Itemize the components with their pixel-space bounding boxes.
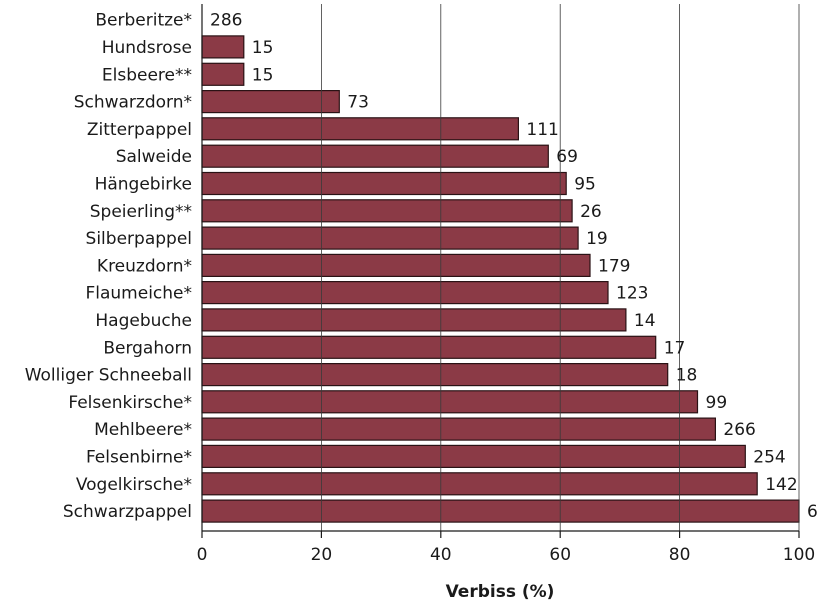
sample-size-label: 14 [634, 311, 656, 331]
bar-3 [201, 62, 245, 86]
x-tick-label: 60 [549, 545, 571, 565]
category-label: Elsbeere** [102, 65, 192, 85]
x-tick-label: 100 [783, 545, 815, 565]
sample-size-label: 19 [586, 229, 608, 249]
category-label: Wolliger Schneeball [25, 366, 192, 386]
bar-19 [201, 499, 800, 523]
sample-size-label: 6 [807, 502, 818, 522]
bar-5 [201, 117, 519, 141]
sample-size-label: 142 [765, 475, 797, 495]
category-label: Hagebuche [95, 311, 192, 331]
sample-size-label: 179 [598, 256, 630, 276]
bar-15 [201, 390, 699, 414]
sample-size-label: 266 [723, 420, 755, 440]
category-label: Mehlbeere* [94, 420, 192, 440]
category-label: Bergahorn [103, 338, 192, 358]
x-tick-label: 0 [197, 545, 208, 565]
sample-size-label: 95 [574, 175, 596, 195]
x-axis-title: Verbiss (%) [446, 582, 555, 602]
sample-size-label: 26 [580, 202, 602, 222]
bar-14 [201, 363, 669, 387]
category-label: Schwarzdorn* [74, 93, 192, 113]
bar-4 [201, 89, 340, 114]
sample-size-label: 99 [706, 393, 728, 413]
bar-2 [201, 35, 245, 59]
x-tick-label: 40 [430, 545, 452, 565]
category-label: Felsenbirne* [86, 447, 192, 467]
sample-size-label: 15 [252, 65, 274, 85]
category-label: Silberpappel [86, 229, 192, 249]
bar-10 [201, 253, 591, 277]
bar-7 [201, 171, 567, 196]
bar-13 [201, 335, 657, 359]
bar-16 [201, 417, 717, 441]
sample-size-label: 17 [664, 338, 686, 358]
category-label: Vogelkirsche* [76, 475, 192, 495]
bar-9 [201, 226, 579, 250]
bar-6 [201, 144, 549, 168]
category-label: Salweide [116, 147, 192, 167]
x-tick-label: 80 [669, 545, 691, 565]
bar-17 [201, 444, 746, 468]
sample-size-label: 123 [616, 284, 648, 304]
category-label: Hängebirke [95, 175, 192, 195]
labels: Berberitze* 286 Hundsrose 15 Elsbeere** 15 Sch… [25, 11, 818, 522]
category-label: Kreuzdorn* [97, 256, 192, 276]
category-label: Zitterpappel [87, 120, 192, 140]
category-label: Berberitze* [95, 11, 192, 31]
category-label: Hundsrose [102, 38, 192, 58]
category-label: Schwarzpappel [63, 502, 192, 522]
category-label: Felsenkirsche* [68, 393, 192, 413]
bar-18 [201, 472, 758, 496]
sample-size-label: 286 [210, 11, 242, 31]
bar-8 [201, 199, 573, 223]
x-axis: 0 20 40 60 80 100 [197, 4, 815, 565]
sample-size-label: 111 [526, 120, 558, 140]
sample-size-label: 15 [252, 38, 274, 58]
category-label: Speierling** [90, 202, 192, 222]
bar-11 [201, 281, 609, 305]
sample-size-label: 69 [556, 147, 578, 167]
sample-size-label: 73 [347, 93, 369, 113]
sample-size-label: 254 [753, 447, 785, 467]
bars [201, 4, 800, 531]
sample-size-label: 18 [676, 366, 698, 386]
bar-12 [201, 308, 627, 332]
category-label: Flaumeiche* [85, 284, 192, 304]
x-tick-label: 20 [311, 545, 333, 565]
